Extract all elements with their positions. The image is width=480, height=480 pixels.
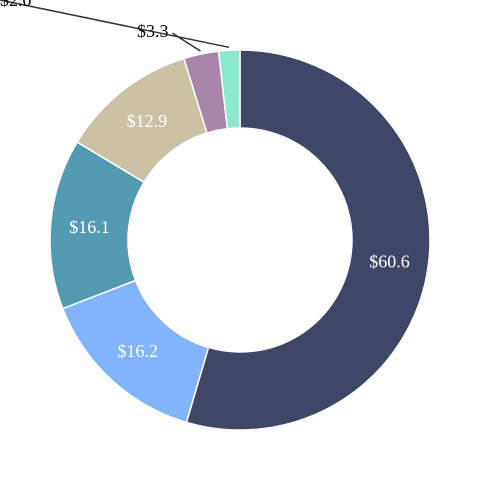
slice-label-0: $60.6	[369, 251, 410, 271]
donut-slice-5	[217, 49, 241, 130]
slice-label-1: $16.2	[118, 341, 159, 361]
slice-label-5: $2.0	[0, 0, 32, 10]
slice-label-3: $12.9	[127, 111, 168, 131]
leader-line-5	[0, 0, 230, 49]
donut-slice-0	[185, 49, 431, 431]
slice-label-2: $16.1	[69, 217, 110, 237]
